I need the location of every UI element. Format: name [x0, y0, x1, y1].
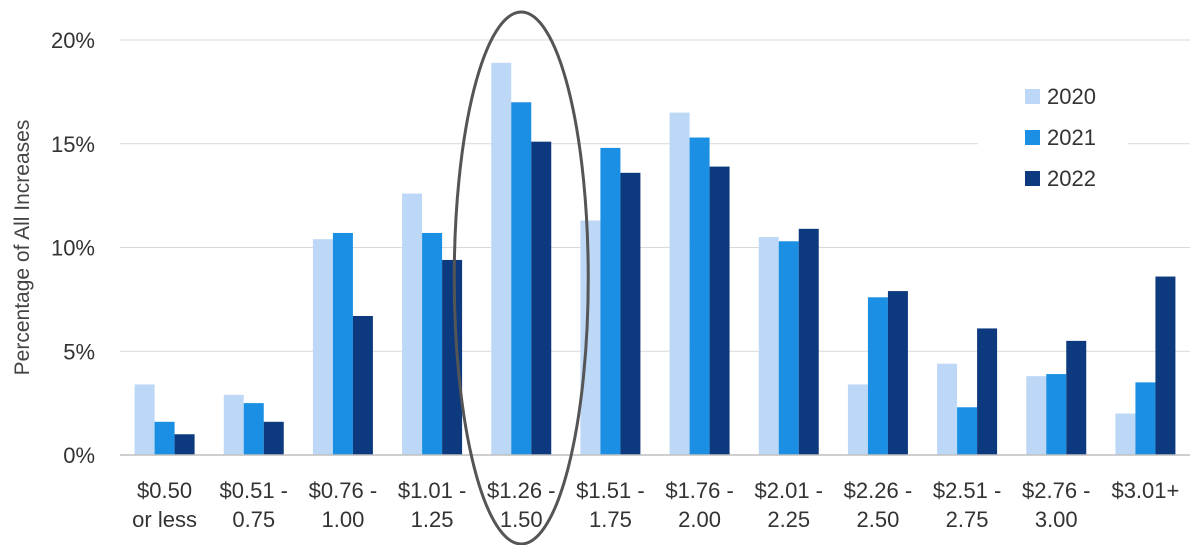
x-tick-label: $0.50 or less — [132, 478, 197, 532]
y-tick-label: 15% — [51, 132, 95, 157]
bar-2021 — [332, 232, 353, 455]
x-axis-category-labels: $0.50 or less $0.51 -0.75 $0.76 -1.00 $1.01 … — [132, 478, 1179, 532]
bar-2022 — [352, 315, 373, 455]
legend-swatch-2020 — [1025, 89, 1040, 104]
bar-2020 — [1026, 376, 1047, 455]
bar-2021 — [1135, 382, 1156, 455]
bar-2021 — [957, 407, 978, 455]
bar-2020 — [402, 193, 423, 456]
legend-label-2022: 2022 — [1047, 166, 1096, 191]
bar-2022 — [263, 421, 284, 455]
bar-2020 — [1115, 413, 1136, 455]
x-tick-label: $3.01+ — [1111, 478, 1179, 503]
y-axis-label: Percentage of All Increases — [11, 120, 34, 376]
bar-2022 — [1155, 276, 1176, 455]
x-tick-label: $0.51 -0.75 — [220, 478, 289, 532]
bar-2020 — [491, 62, 512, 455]
y-tick-label: 10% — [51, 236, 95, 261]
highlight-ellipse — [452, 10, 590, 545]
legend: 2020 2021 2022 — [978, 70, 1128, 210]
x-tick-label: $2.26 -2.50 — [844, 478, 913, 532]
bar-2021 — [689, 137, 710, 455]
legend-background — [978, 70, 1128, 210]
bar-2021 — [422, 232, 443, 455]
x-tick-label: $2.51 -2.75 — [933, 478, 1002, 532]
x-tick-label: $2.01 -2.25 — [755, 478, 824, 532]
bar-2022 — [620, 172, 641, 456]
y-tick-label: 0% — [63, 443, 95, 468]
bar-2020 — [758, 237, 779, 455]
bar-2022 — [174, 434, 195, 455]
y-tick-label: 5% — [63, 339, 95, 364]
x-tick-label: $0.76 -1.00 — [309, 478, 378, 532]
bar-2021 — [778, 241, 799, 455]
bar-2021 — [867, 297, 888, 455]
bar-2021 — [511, 102, 532, 455]
bar-2022 — [977, 328, 998, 455]
bar-2020 — [847, 384, 868, 455]
bar-2021 — [154, 421, 175, 455]
bars — [134, 62, 1176, 456]
legend-swatch-2021 — [1025, 130, 1040, 145]
legend-swatch-2022 — [1025, 171, 1040, 186]
bar-2021 — [1046, 374, 1067, 455]
bar-2020 — [223, 394, 244, 455]
bar-2022 — [442, 259, 463, 455]
bar-2022 — [887, 291, 908, 455]
bar-2021 — [243, 403, 264, 455]
x-tick-label: $1.26 -1.50 — [487, 478, 556, 532]
bar-2022 — [1066, 340, 1087, 455]
x-tick-label: $1.51 -1.75 — [576, 478, 645, 532]
x-tick-label: $2.76 -3.00 — [1022, 478, 1091, 532]
bar-2020 — [312, 239, 333, 455]
x-tick-label: $1.76 -2.00 — [665, 478, 734, 532]
bar-2020 — [937, 363, 958, 455]
bar-2022 — [709, 166, 730, 455]
y-tick-label: 20% — [51, 28, 95, 53]
legend-label-2021: 2021 — [1047, 125, 1096, 150]
bar-2021 — [600, 147, 621, 455]
bar-2022 — [798, 228, 819, 455]
x-tick-label: $1.01 -1.25 — [398, 478, 467, 532]
bar-2020 — [134, 384, 155, 455]
bar-2020 — [669, 112, 690, 455]
bar-2020 — [580, 220, 601, 455]
legend-label-2020: 2020 — [1047, 84, 1096, 109]
gridlines — [120, 39, 1190, 352]
y-axis-ticks: 0% 5% 10% 15% 20% — [51, 28, 95, 468]
bar-2022 — [531, 141, 552, 456]
